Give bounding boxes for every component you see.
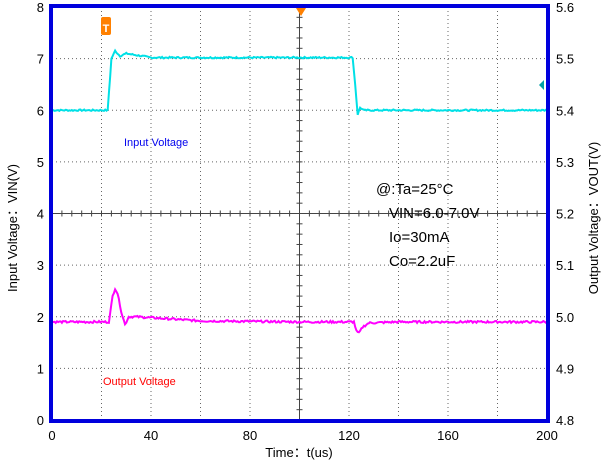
y-right-tick-label: 5.1 xyxy=(556,258,574,273)
y-left-tick-label: 0 xyxy=(37,413,44,428)
y-right-tick-label: 5.0 xyxy=(556,310,574,325)
series-label-output-voltage: Output Voltage xyxy=(103,376,176,388)
x-tick-label: 40 xyxy=(144,428,158,443)
trigger-marker-icon: T xyxy=(101,17,111,35)
x-tick-label: 160 xyxy=(437,428,459,443)
y-right-tick-label: 5.2 xyxy=(556,207,574,222)
series-line-input-voltage xyxy=(51,48,548,116)
plot-frame xyxy=(49,4,550,423)
y-right-tick-label: 5.5 xyxy=(556,52,574,67)
x-tick-label: 80 xyxy=(243,428,257,443)
series-layer xyxy=(51,48,548,334)
annotation-vin: VIN=6.0-7.0V xyxy=(389,205,479,222)
series-line-output-voltage xyxy=(51,286,548,334)
y-right-axis-label: Output Voltage：VOUT(V) xyxy=(586,142,601,294)
y-left-tick-label: 3 xyxy=(37,258,44,273)
annotation-co: Co=2.2uF xyxy=(389,253,455,270)
tick-labels: 0 40 80 120 160 200 0 1 2 3 4 5 6 7 8 4.8 4.9 5.0 5.1 5.2 5.… xyxy=(37,0,574,443)
x-axis-label: Time：t(us) xyxy=(265,445,332,460)
y-left-tick-label: 5 xyxy=(37,155,44,170)
annotation-io: Io=30mA xyxy=(389,229,449,246)
x-tick-label: 200 xyxy=(536,428,558,443)
y-right-tick-label: 4.8 xyxy=(556,413,574,428)
y-left-axis-label: Input Voltage：VIN(V) xyxy=(5,164,20,292)
y-right-tick-label: 4.9 xyxy=(556,361,574,376)
series-label-input-voltage: Input Voltage xyxy=(124,137,188,149)
y-right-tick-label: 5.3 xyxy=(556,155,574,170)
y-left-tick-label: 4 xyxy=(37,207,44,222)
y-left-tick-label: 6 xyxy=(37,103,44,118)
y-right-tick-label: 5.4 xyxy=(556,103,574,118)
annotation-temperature: @:Ta=25°C xyxy=(376,181,454,198)
y-left-tick-label: 7 xyxy=(37,52,44,67)
right-level-marker-icon xyxy=(539,80,544,90)
y-right-tick-label: 5.6 xyxy=(556,0,574,15)
x-tick-label: 0 xyxy=(48,428,55,443)
time-center-marker-icon xyxy=(296,8,306,16)
x-tick-label: 120 xyxy=(338,428,360,443)
y-left-tick-label: 2 xyxy=(37,310,44,325)
y-left-tick-label: 8 xyxy=(37,0,44,15)
trigger-marker-label: T xyxy=(103,23,110,35)
y-left-tick-label: 1 xyxy=(37,361,44,376)
